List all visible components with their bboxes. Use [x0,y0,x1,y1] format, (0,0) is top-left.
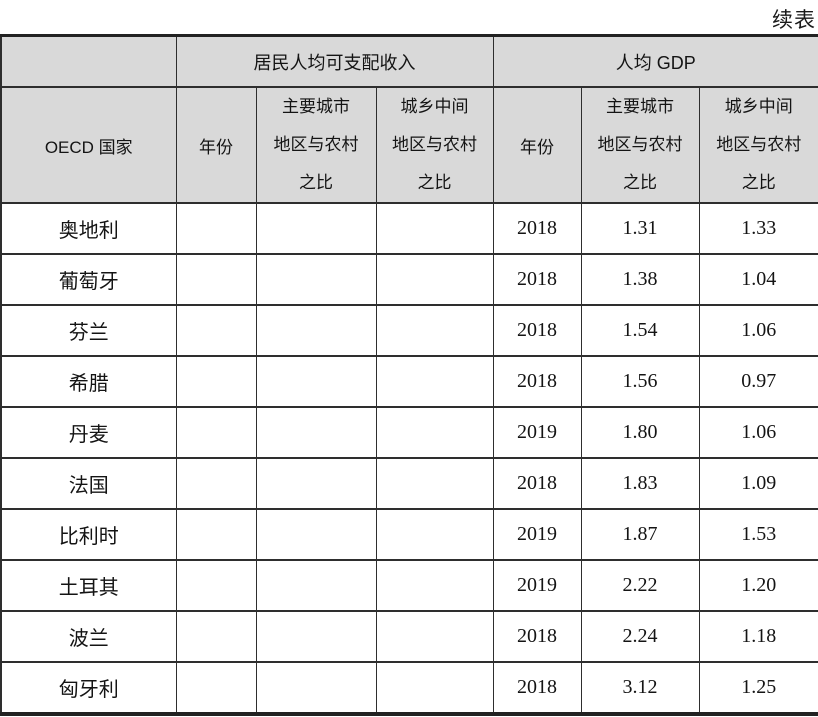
income-mid-cell [375,253,494,306]
gdp-major-cell: 2.24 [580,610,700,663]
gdp-major-cell: 1.83 [580,457,700,510]
gdp-mid-cell: 1.33 [698,202,818,255]
gdp-major-cell: 1.31 [580,202,700,255]
country-cell: 比利时 [0,508,177,561]
country-cell: 芬兰 [0,304,177,357]
gdp-major-cell: 1.80 [580,406,700,459]
gdp-mid-cell: 0.97 [698,355,818,408]
income-major-cell [255,304,377,357]
income-major-cell [255,661,377,715]
col-header-gdp-year: 年份 [492,86,582,204]
country-cell: 波兰 [0,610,177,663]
gdp-mid-cell: 1.06 [698,406,818,459]
table-row: 波兰 2018 2.24 1.18 [0,610,818,663]
continued-table-label: 续表 [772,8,816,32]
income-year-cell [175,355,257,408]
group-header-row: 居民人均可支配收入 人均 GDP [0,34,818,88]
income-mid-cell [375,559,494,612]
country-cell: 丹麦 [0,406,177,459]
oecd-ratio-table: 居民人均可支配收入 人均 GDP OECD 国家 年份 主要城市 地区与农村 之… [0,34,818,716]
table-header: 居民人均可支配收入 人均 GDP OECD 国家 年份 主要城市 地区与农村 之… [0,34,818,204]
table-row: 芬兰 2018 1.54 1.06 [0,304,818,357]
gdp-major-cell: 1.38 [580,253,700,306]
income-major-cell [255,610,377,663]
table-row: 比利时 2019 1.87 1.53 [0,508,818,561]
income-year-cell [175,559,257,612]
table-body: 奥地利 2018 1.31 1.33 葡萄牙 2018 1.38 1.04 芬兰 2018 1.54… [0,202,818,715]
gdp-mid-cell: 1.09 [698,457,818,510]
country-cell: 葡萄牙 [0,253,177,306]
income-major-cell [255,202,377,255]
income-mid-cell [375,304,494,357]
country-cell: 奥地利 [0,202,177,255]
column-header-row: OECD 国家 年份 主要城市 地区与农村 之比 城乡中间 地区与农村 之比 年… [0,86,818,204]
col-header-country: OECD 国家 [0,86,177,204]
col-header-income-year: 年份 [175,86,257,204]
income-year-cell [175,253,257,306]
group-header-income: 居民人均可支配收入 [175,34,494,88]
income-major-cell [255,508,377,561]
gdp-year-cell: 2019 [492,508,582,561]
income-year-cell [175,406,257,459]
table-row: 葡萄牙 2018 1.38 1.04 [0,253,818,306]
table-row: 丹麦 2019 1.80 1.06 [0,406,818,459]
gdp-mid-cell: 1.53 [698,508,818,561]
income-year-cell [175,202,257,255]
gdp-major-cell: 2.22 [580,559,700,612]
income-major-cell [255,457,377,510]
gdp-mid-cell: 1.25 [698,661,818,715]
income-major-cell [255,355,377,408]
table-row: 匈牙利 2018 3.12 1.25 [0,661,818,715]
table-row: 奥地利 2018 1.31 1.33 [0,202,818,255]
income-year-cell [175,304,257,357]
gdp-major-cell: 3.12 [580,661,700,715]
gdp-year-cell: 2019 [492,559,582,612]
gdp-year-cell: 2018 [492,202,582,255]
col-header-gdp-mid-ratio: 城乡中间 地区与农村 之比 [698,86,818,204]
group-header-gdp: 人均 GDP [492,34,818,88]
gdp-year-cell: 2019 [492,406,582,459]
group-header-empty [0,34,177,88]
table-row: 希腊 2018 1.56 0.97 [0,355,818,408]
gdp-major-cell: 1.54 [580,304,700,357]
col-header-income-mid-ratio: 城乡中间 地区与农村 之比 [375,86,494,204]
gdp-mid-cell: 1.04 [698,253,818,306]
income-year-cell [175,457,257,510]
gdp-mid-cell: 1.20 [698,559,818,612]
col-header-income-major-ratio: 主要城市 地区与农村 之比 [255,86,377,204]
income-major-cell [255,406,377,459]
country-cell: 匈牙利 [0,661,177,715]
gdp-year-cell: 2018 [492,661,582,715]
table-row: 土耳其 2019 2.22 1.20 [0,559,818,612]
income-year-cell [175,508,257,561]
gdp-year-cell: 2018 [492,253,582,306]
gdp-major-cell: 1.87 [580,508,700,561]
gdp-major-cell: 1.56 [580,355,700,408]
income-mid-cell [375,202,494,255]
income-mid-cell [375,661,494,715]
income-mid-cell [375,610,494,663]
gdp-mid-cell: 1.06 [698,304,818,357]
income-year-cell [175,610,257,663]
gdp-year-cell: 2018 [492,304,582,357]
income-major-cell [255,253,377,306]
gdp-year-cell: 2018 [492,457,582,510]
country-cell: 法国 [0,457,177,510]
income-year-cell [175,661,257,715]
income-mid-cell [375,355,494,408]
country-cell: 土耳其 [0,559,177,612]
gdp-mid-cell: 1.18 [698,610,818,663]
income-mid-cell [375,406,494,459]
gdp-year-cell: 2018 [492,610,582,663]
col-header-gdp-major-ratio: 主要城市 地区与农村 之比 [580,86,700,204]
gdp-year-cell: 2018 [492,355,582,408]
income-major-cell [255,559,377,612]
country-cell: 希腊 [0,355,177,408]
income-mid-cell [375,457,494,510]
income-mid-cell [375,508,494,561]
table-row: 法国 2018 1.83 1.09 [0,457,818,510]
